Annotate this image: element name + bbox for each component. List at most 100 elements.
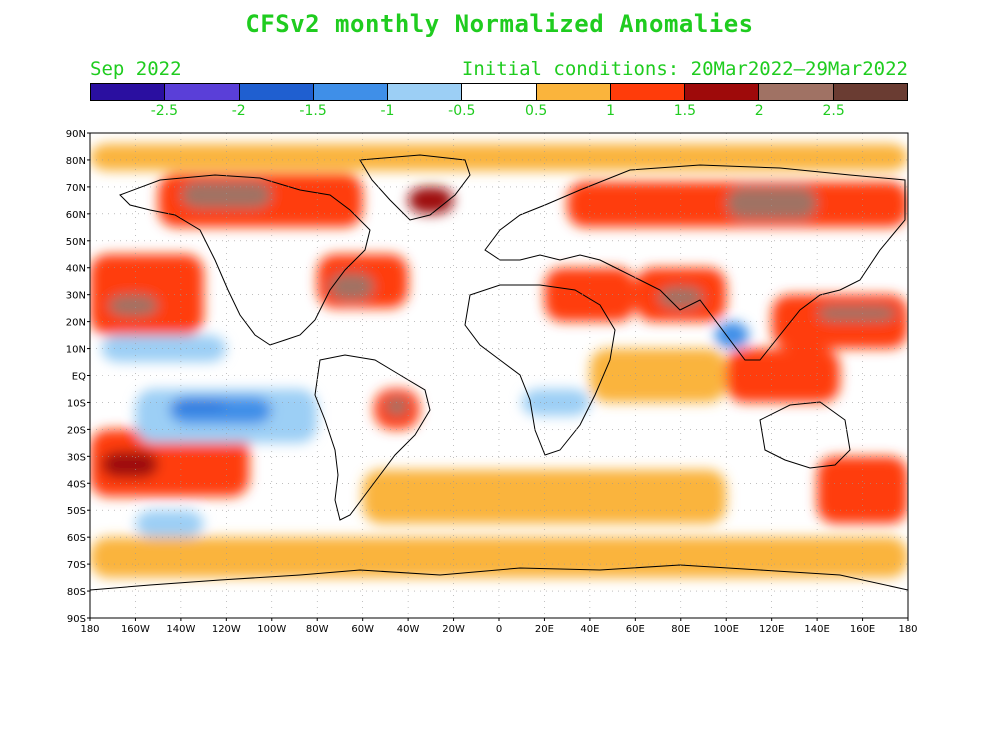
- latitude-label: 80S: [67, 587, 86, 598]
- longitude-label: 0: [496, 624, 502, 635]
- colorbar-swatch: [759, 84, 834, 100]
- longitude-label: 140E: [804, 624, 829, 635]
- latitude-label: 40N: [66, 264, 86, 275]
- latitude-label: 10N: [66, 345, 86, 356]
- longitude-label: 120E: [759, 624, 784, 635]
- colorbar-swatch: [239, 84, 314, 100]
- anomaly-region: [101, 335, 227, 363]
- south-america-coastline: [314, 354, 431, 521]
- africa-coastline: [464, 284, 616, 456]
- latitude-label: 20N: [66, 318, 86, 329]
- anomaly-region: [726, 186, 818, 220]
- longitude-label: 40E: [580, 624, 599, 635]
- anomaly-region: [90, 537, 908, 578]
- map-panel: 90N 80N 70N 60N 50N 40N 30N 20N 10N EQ 10S 20S 30S 40…: [0, 120, 999, 644]
- anomaly-region: [385, 397, 409, 416]
- anomaly-region: [544, 267, 636, 322]
- latitude-label: 50N: [66, 237, 86, 248]
- colorbar-tick-label: 1: [606, 103, 615, 119]
- longitude-label: 60W: [351, 624, 374, 635]
- latitude-label: EQ: [72, 372, 86, 383]
- graticule: [90, 133, 908, 618]
- colorbar-swatch: [91, 84, 166, 100]
- latitude-label: 20S: [67, 425, 86, 436]
- anomaly-region: [101, 450, 159, 478]
- anomaly-region: [408, 186, 454, 214]
- anomaly-region: [521, 388, 590, 416]
- longitude-label: 140W: [166, 624, 195, 635]
- colorbar-swatch: [388, 84, 463, 100]
- colorbar-swatch: [610, 84, 686, 100]
- colorbar-swatch: [165, 84, 240, 100]
- longitude-label: 40W: [397, 624, 420, 635]
- latitude-label: 40S: [67, 479, 86, 490]
- greenland-coastline: [359, 154, 471, 221]
- longitude-label: 60E: [626, 624, 645, 635]
- anomaly-region: [328, 273, 375, 301]
- colorbar-tick-label: -2.5: [150, 103, 179, 119]
- anomaly-region: [726, 348, 840, 403]
- latitude-label: 50S: [67, 506, 86, 517]
- colorbar-swatch: [536, 84, 611, 100]
- anomaly-region: [817, 305, 897, 322]
- anomaly-region: [169, 397, 272, 424]
- anomaly-region: [714, 321, 749, 349]
- colorbar-labels: -2.5 -2 -1.5 -1 -0.5 0.5 1 1.5 2 2.5: [90, 103, 908, 121]
- longitude-label: 160E: [850, 624, 875, 635]
- longitude-label: 80W: [306, 624, 329, 635]
- initial-conditions-label: Initial conditions: 20Mar2022—29Mar2022: [461, 58, 908, 80]
- north-america-coastline: [119, 174, 371, 346]
- latitude-label: 70N: [66, 183, 86, 194]
- anomaly-region: [90, 429, 250, 497]
- longitude-label: 120W: [212, 624, 241, 635]
- colorbar-swatch: [833, 84, 907, 100]
- longitude-label: 180: [80, 624, 99, 635]
- colorbar-tick-label: 1.5: [673, 103, 697, 119]
- anomaly-region: [362, 469, 727, 524]
- anomaly-region: [135, 510, 204, 538]
- colorbar-tick-label: -1: [380, 103, 395, 119]
- anomaly-map: 90N 80N 70N 60N 50N 40N 30N 20N 10N EQ 10S 20S 30S 40…: [66, 129, 918, 635]
- forecast-month-label: Sep 2022: [90, 58, 182, 80]
- colorbar-tick-label: 2: [754, 103, 764, 119]
- latitude-label: 80N: [66, 156, 86, 167]
- anomaly-region: [169, 402, 227, 408]
- colorbar-tick-label: 0.5: [525, 103, 548, 119]
- colorbar-tick-label: -2: [231, 103, 246, 119]
- colorbar: [90, 83, 908, 101]
- longitude-label: 20E: [535, 624, 554, 635]
- colorbar-tick-label: -0.5: [448, 103, 476, 119]
- longitude-label: 20W: [442, 624, 465, 635]
- colorbar-tick-label: 2.5: [822, 103, 845, 119]
- anomaly-region: [180, 181, 272, 209]
- australia-coastline: [759, 401, 851, 469]
- eurasia-coastline: [484, 164, 906, 361]
- anomaly-region: [658, 286, 704, 309]
- latitude-label: 90N: [66, 129, 86, 140]
- longitude-labels: 180 160W 140W 120W 100W 80W 60W 40W 20W 0 20E 40E 60…: [80, 618, 918, 635]
- coastlines: [90, 154, 908, 591]
- latitude-labels: 90N 80N 70N 60N 50N 40N 30N 20N 10N EQ 10S 20S 30S 40…: [66, 129, 90, 625]
- anomaly-region: [817, 456, 908, 524]
- latitude-label: 70S: [67, 560, 86, 571]
- colorbar-swatch: [685, 84, 760, 100]
- longitude-label: 80E: [671, 624, 690, 635]
- longitude-label: 100W: [257, 624, 286, 635]
- chart-title: CFSv2 monthly Normalized Anomalies: [245, 10, 754, 38]
- longitude-label: 180: [898, 624, 917, 635]
- colorbar-tick-label: -1.5: [299, 103, 327, 119]
- latitude-label: 30N: [66, 291, 86, 302]
- latitude-label: 30S: [67, 452, 86, 463]
- colorbar-swatch: [462, 84, 537, 100]
- latitude-label: 90S: [67, 614, 86, 625]
- longitude-label: 100E: [714, 624, 739, 635]
- longitude-label: 160W: [121, 624, 150, 635]
- colorbar-swatch: [313, 84, 389, 100]
- anomaly-region: [108, 294, 159, 317]
- latitude-label: 60S: [67, 533, 86, 544]
- antarctica-coastline: [90, 564, 908, 591]
- latitude-label: 10S: [67, 398, 86, 409]
- anomaly-fields: [90, 143, 908, 578]
- latitude-label: 60N: [66, 210, 86, 221]
- anomaly-region: [589, 348, 727, 403]
